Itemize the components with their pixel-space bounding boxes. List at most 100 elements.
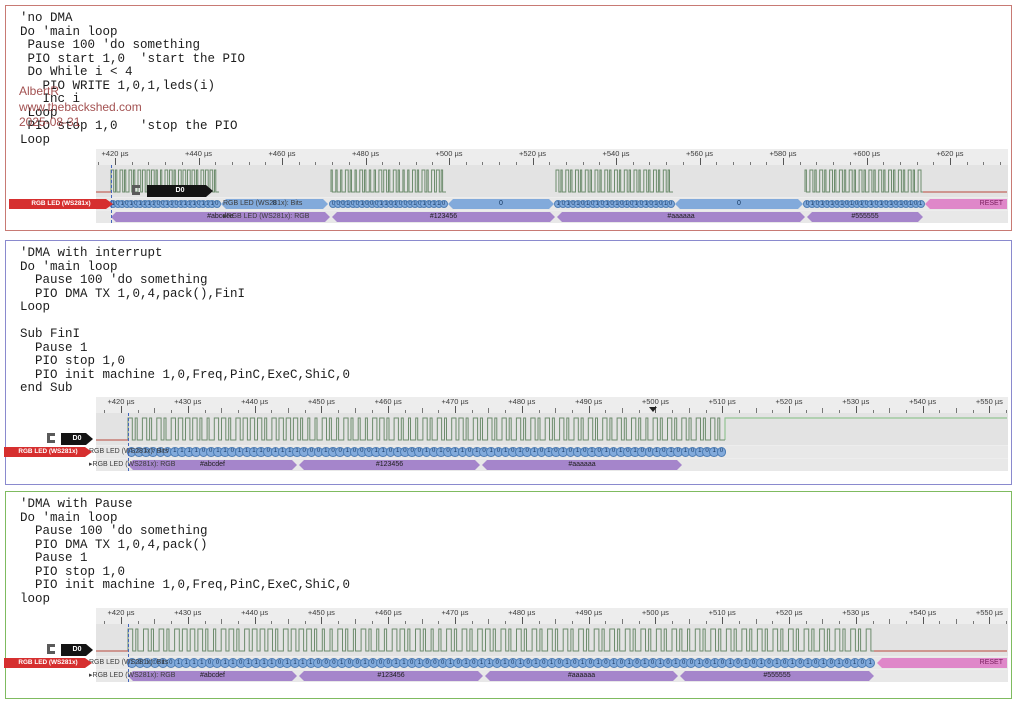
ruler-minor-tick — [204, 410, 206, 413]
ruler-minor-tick — [939, 621, 941, 624]
ruler-minor-tick — [98, 162, 100, 165]
analyzer-tag-ws281x[interactable]: RGB LED (WS281x) — [4, 447, 92, 457]
ruler-minor-tick — [833, 162, 835, 165]
ruler-major-tick — [950, 158, 951, 165]
ruler-minor-tick — [348, 162, 350, 165]
bit-annotation: 0 — [439, 200, 448, 208]
ruler-minor-tick — [805, 621, 807, 624]
time-cursor[interactable] — [128, 624, 129, 682]
ruler-minor-tick — [338, 621, 340, 624]
bit-gap-annotation: 0 — [675, 199, 803, 209]
ruler-minor-tick — [956, 619, 957, 624]
ruler-minor-tick — [482, 162, 484, 165]
ruler-minor-tick — [404, 621, 406, 624]
trace-handle-icon[interactable] — [47, 433, 55, 443]
ruler-minor-tick — [465, 162, 467, 165]
ruler-minor-tick — [248, 162, 250, 165]
ruler-major-tick — [449, 158, 450, 165]
ruler-major-tick — [789, 617, 790, 624]
ruler-minor-tick — [298, 162, 300, 165]
ruler-minor-tick — [555, 408, 557, 413]
ruler-minor-tick — [599, 162, 601, 165]
ruler-major-tick — [922, 617, 924, 624]
ruler-minor-tick — [972, 621, 974, 624]
ruler-minor-tick — [1000, 162, 1002, 165]
ruler-tick-label: +550 µs — [975, 397, 1003, 406]
ruler-minor-tick — [766, 162, 768, 165]
rgb-value-annotation: #555555 — [807, 212, 923, 222]
time-cursor[interactable] — [111, 165, 112, 223]
ruler-minor-tick — [171, 621, 173, 624]
rgb-value-annotation: #aaaaaa — [557, 212, 805, 222]
ruler-tick-label: +450 µs — [307, 397, 335, 406]
channel-tag-d0[interactable]: D0 — [61, 644, 93, 656]
ruler-tick-label: +420 µs — [107, 397, 135, 406]
ruler-minor-tick — [471, 410, 473, 413]
ruler-tick-label: +470 µs — [441, 397, 469, 406]
ruler-minor-tick — [515, 162, 517, 165]
ruler-major-tick — [365, 158, 367, 165]
ruler-minor-tick — [749, 162, 751, 165]
ruler-tick-label: +580 µs — [769, 149, 797, 158]
ruler-minor-tick — [638, 410, 640, 413]
ruler-minor-tick — [488, 408, 490, 413]
time-cursor[interactable] — [128, 413, 129, 471]
rgb-row-label: ▸RGB LED (WS281x): RGB — [223, 213, 310, 220]
signal-trace — [127, 628, 874, 652]
ruler-minor-tick — [288, 408, 289, 413]
analyzer-tag-ws281x[interactable]: RGB LED (WS281x) — [4, 658, 92, 668]
ruler-minor-tick — [415, 162, 417, 165]
ruler-tick-label: +530 µs — [842, 397, 870, 406]
ruler-minor-tick — [772, 410, 774, 413]
ruler-minor-tick — [371, 410, 373, 413]
ruler-tick-label: +440 µs — [184, 149, 213, 158]
ruler-tick-label: +440 µs — [241, 397, 269, 406]
ruler-minor-tick — [538, 410, 540, 413]
ruler-major-tick — [321, 617, 323, 624]
ruler-minor-tick — [137, 621, 139, 624]
bit-annotation: 0 — [716, 447, 727, 457]
ruler-minor-tick — [983, 162, 985, 165]
bit-annotation: 1 — [916, 200, 925, 208]
bit-gap-annotation: 0 — [221, 199, 328, 209]
ruler-marker-icon[interactable] — [649, 407, 657, 412]
ruler-tick-label: +500 µs — [641, 608, 669, 617]
ruler-minor-tick — [772, 621, 774, 624]
ruler-tick-label: +460 µs — [374, 397, 402, 406]
ruler-tick-label: +520 µs — [518, 149, 547, 158]
rgb-value-annotation: #abcdef — [128, 671, 297, 681]
digital-waveform — [96, 169, 1007, 193]
ruler-minor-tick — [632, 162, 634, 165]
ruler-minor-tick — [499, 162, 501, 165]
ruler-major-tick — [789, 406, 790, 413]
ruler-minor-tick — [905, 621, 907, 624]
ruler-minor-tick — [649, 162, 651, 165]
channel-tag-d0[interactable]: D0 — [147, 185, 213, 197]
ruler-major-tick — [722, 406, 724, 413]
rgb-row-label: ▸RGB LED (WS281x): RGB — [89, 461, 176, 468]
ruler-minor-tick — [382, 162, 384, 165]
ruler-major-tick — [866, 158, 868, 165]
ruler-major-tick — [855, 617, 857, 624]
channel-tag-d0[interactable]: D0 — [61, 433, 93, 445]
ruler-minor-tick — [265, 162, 267, 165]
ruler-minor-tick — [338, 410, 340, 413]
trace-handle-icon[interactable] — [47, 644, 55, 654]
ruler-minor-tick — [682, 162, 684, 165]
ruler-tick-label: +540 µs — [909, 397, 937, 406]
ruler-minor-tick — [755, 408, 757, 413]
signal-trace — [127, 417, 725, 441]
ruler-tick-label: +620 µs — [936, 149, 964, 158]
rgb-value-annotation: #abcdef — [128, 460, 297, 470]
ruler-tick-label: +540 µs — [602, 149, 630, 158]
reset-annotation: RESET — [925, 199, 1007, 209]
logic-analyzer-view: +420 µs +430 µs +440 µs +450 µs +460 µs +470 … — [6, 397, 1012, 471]
ruler-tick-label: +560 µs — [685, 149, 714, 158]
ruler-major-tick — [588, 617, 590, 624]
ruler-minor-tick — [471, 621, 473, 624]
ruler-major-tick — [254, 406, 256, 413]
ruler-tick-label: +430 µs — [174, 397, 202, 406]
analyzer-tag-ws281x[interactable]: RGB LED (WS281x) — [9, 199, 113, 209]
ruler-minor-tick — [315, 162, 317, 165]
trace-handle-icon[interactable] — [132, 185, 140, 195]
